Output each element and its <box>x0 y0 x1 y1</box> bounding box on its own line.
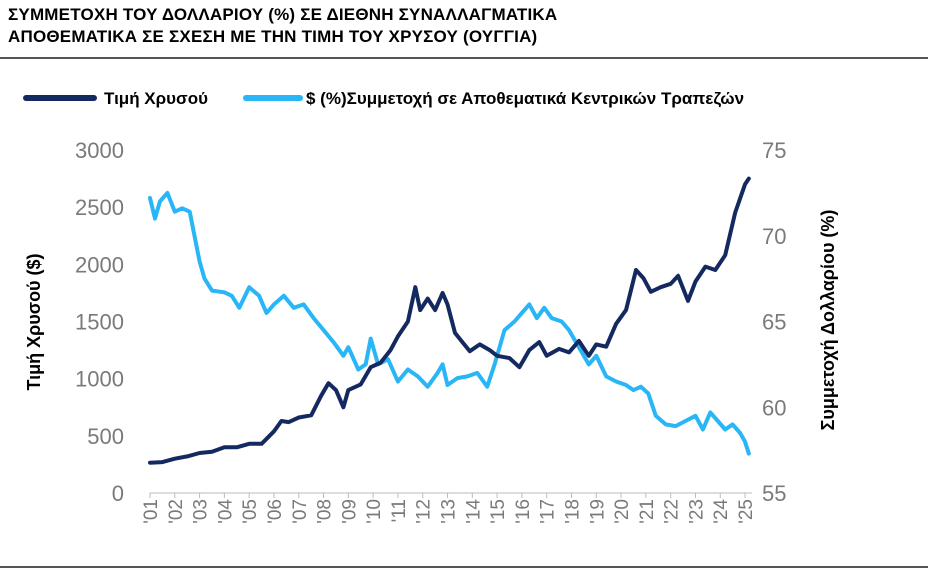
x-tick-label: '14 <box>463 499 484 524</box>
chart-title: ΣΥΜΜΕΤΟΧΗ ΤΟΥ ΔΟΛΛΑΡΙΟΥ (%) ΣΕ ΔΙΕΘΝΗ ΣΥ… <box>8 4 920 48</box>
right-tick-label: 70 <box>762 224 786 249</box>
right-tick-label: 75 <box>762 138 786 163</box>
title-line-2: ΑΠΟΘΕΜΑΤΙΚΑ ΣΕ ΣΧΕΣΗ ΜΕ ΤΗΝ ΤΙΜΗ ΤΟΥ ΧΡΥ… <box>8 27 538 46</box>
right-axis-title: Συμμετοχή Δολλαρίου (%) <box>818 210 838 431</box>
top-divider <box>0 57 928 59</box>
left-tick-label: 0 <box>112 481 124 506</box>
left-tick-label: 1000 <box>75 367 124 392</box>
x-tick-label: '06 <box>265 499 286 524</box>
right-axis-ticks: 55 60 65 70 75 <box>762 138 786 506</box>
left-tick-label: 3000 <box>75 138 124 163</box>
x-tick-label: '22 <box>662 499 683 524</box>
x-tick-label: '21 <box>637 499 658 524</box>
x-tick-label: '20 <box>612 499 633 524</box>
x-tick-label: '19 <box>587 499 608 524</box>
left-tick-label: 2500 <box>75 195 124 220</box>
left-tick-label: 2000 <box>75 252 124 277</box>
x-tick-label: '23 <box>686 499 707 524</box>
right-tick-label: 65 <box>762 310 786 335</box>
x-tick-label: '01 <box>141 499 162 524</box>
x-axis-ticks: '01'02'03'04'05'06'07'08'09'10'11'12'13 '… <box>141 493 757 524</box>
x-tick-label: '13 <box>439 499 460 524</box>
series-layer <box>148 176 751 465</box>
x-tick-label: '17 <box>538 499 559 524</box>
x-tick-label: '16 <box>513 499 534 524</box>
x-tick-label: '07 <box>290 499 311 524</box>
x-tick-label: '03 <box>191 499 212 524</box>
left-axis-ticks: 0 500 1000 1500 2000 2500 3000 <box>75 138 124 506</box>
series-line-dollar-share <box>148 190 751 456</box>
x-tick-label: '02 <box>166 499 187 524</box>
bottom-divider <box>0 566 928 568</box>
x-tick-label: '04 <box>215 499 236 524</box>
left-tick-label: 1500 <box>75 310 124 335</box>
legend-label-gold-price: Τιμή Χρυσού <box>104 89 208 108</box>
legend: Τιμή Χρυσού $ (%)Συμμετοχή σε Αποθεματικ… <box>23 89 744 108</box>
x-tick-label: '09 <box>339 499 360 524</box>
x-tick-label: '15 <box>488 499 509 524</box>
x-tick-label: '08 <box>315 499 336 524</box>
legend-label-dollar-share: $ (%)Συμμετοχή σε Αποθεματικά Κεντρικών … <box>306 89 744 108</box>
x-tick-label: '24 <box>711 499 732 524</box>
left-axis-title: Τιμή Χρυσού ($) <box>24 253 44 390</box>
x-tick-label: '12 <box>414 499 435 524</box>
right-tick-label: 55 <box>762 481 786 506</box>
x-tick-label: '25 <box>736 499 757 524</box>
x-tick-label: '11 <box>389 499 410 522</box>
x-tick-label: '10 <box>364 499 385 524</box>
x-tick-label: '18 <box>562 499 583 524</box>
left-tick-label: 500 <box>87 424 124 449</box>
x-tick-label: '05 <box>240 499 261 524</box>
title-line-1: ΣΥΜΜΕΤΟΧΗ ΤΟΥ ΔΟΛΛΑΡΙΟΥ (%) ΣΕ ΔΙΕΘΝΗ ΣΥ… <box>8 5 558 24</box>
series-line-gold-price <box>148 176 751 465</box>
right-tick-label: 60 <box>762 395 786 420</box>
